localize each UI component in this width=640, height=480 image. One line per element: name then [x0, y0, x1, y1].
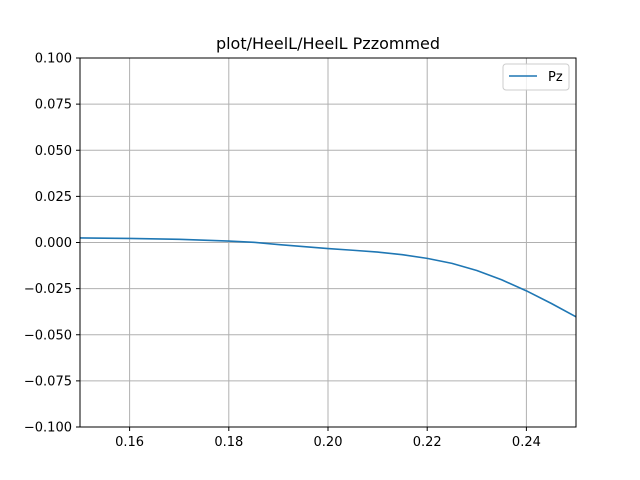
y-tick-label: −0.025	[24, 282, 72, 297]
x-tick-label: 0.24	[512, 435, 541, 450]
y-tick-label: 0.025	[35, 190, 72, 205]
legend-box	[502, 63, 570, 91]
y-axis: 0.100 0.075 0.050 0.025 0.000 −0.025 −0.050 −0.…	[24, 52, 80, 436]
y-tick-label: 0.100	[35, 52, 72, 67]
series-line-pz	[79, 237, 577, 318]
x-tick-label: 0.16	[115, 435, 144, 450]
legend: Pz	[502, 63, 570, 91]
y-tick-label: 0.050	[35, 144, 72, 159]
y-tick-label: 0.000	[35, 236, 72, 251]
y-tick-label: 0.075	[35, 98, 72, 113]
chart-title: plot/HeelL/HeelL Pzzommed	[216, 34, 440, 53]
x-tick-label: 0.20	[314, 435, 343, 450]
y-tick-label: −0.050	[24, 328, 72, 343]
x-axis: 0.16 0.18 0.20 0.22 0.24	[115, 427, 541, 450]
legend-label-pz: Pz	[548, 70, 563, 85]
x-tick-label: 0.18	[214, 435, 243, 450]
x-tick-label: 0.22	[413, 435, 442, 450]
y-tick-label: −0.075	[24, 374, 72, 389]
series-layer	[79, 237, 577, 318]
y-tick-label: −0.100	[24, 421, 72, 436]
